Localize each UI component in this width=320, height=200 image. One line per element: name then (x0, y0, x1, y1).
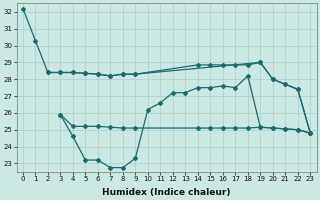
X-axis label: Humidex (Indice chaleur): Humidex (Indice chaleur) (102, 188, 231, 197)
